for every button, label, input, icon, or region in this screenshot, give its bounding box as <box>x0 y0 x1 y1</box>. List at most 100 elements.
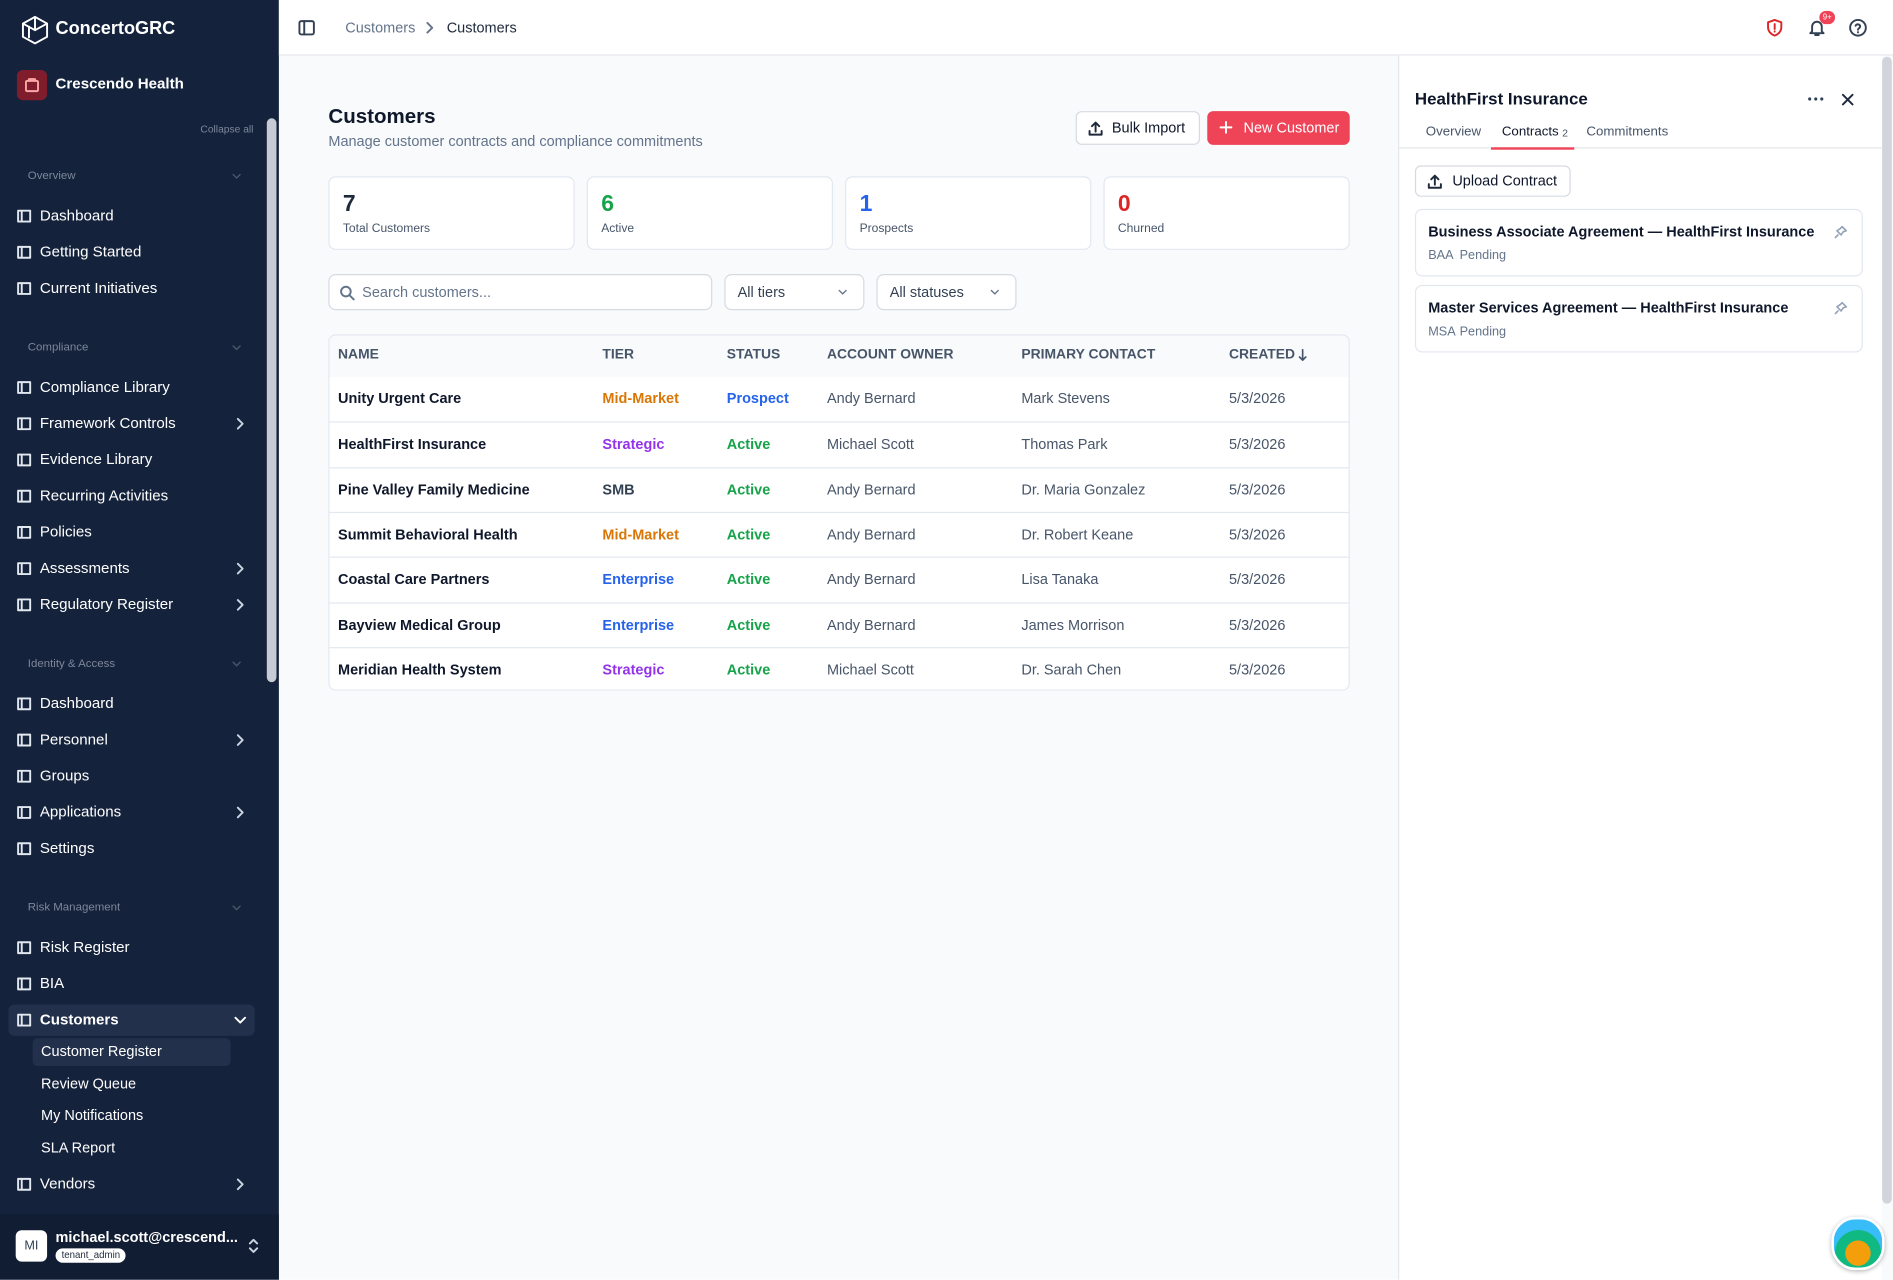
table-row[interactable]: Pine Valley Family Medicine SMB Active Andy… <box>329 466 1349 512</box>
nav-item[interactable]: Framework Controls <box>39 414 176 432</box>
button-label: New Customer <box>1243 119 1340 137</box>
nav-icon <box>17 1013 32 1027</box>
table-row[interactable]: Summit Behavioral Health Mid-Market Active… <box>329 511 1349 557</box>
nav-item[interactable]: Policies <box>39 523 92 541</box>
nav-item[interactable]: Dashboard <box>39 694 114 712</box>
column-header[interactable]: CREATED <box>1229 347 1296 363</box>
cell-contact: Dr. Robert Keane <box>1021 526 1134 543</box>
nav-item[interactable]: Evidence Library <box>39 450 153 468</box>
nav-icon <box>17 245 32 259</box>
tab-count: 2 <box>1562 126 1568 139</box>
user-footer[interactable]: MI michael.scott@crescend... tenant_admi… <box>0 1214 279 1280</box>
pin-icon <box>1834 225 1848 239</box>
nav-item[interactable]: Settings <box>39 839 95 857</box>
user-avatar: MI <box>15 1230 48 1262</box>
nav-section-title[interactable]: Identity & Access <box>27 657 116 671</box>
nav-item[interactable]: Personnel <box>39 731 108 748</box>
contract-title: Business Associate Agreement — HealthFir… <box>1428 223 1815 241</box>
tab[interactable]: Contracts 2 <box>1490 121 1575 150</box>
tab-label: Contracts <box>1501 124 1559 140</box>
nav-item[interactable]: BIA <box>39 974 65 992</box>
nav-section-title[interactable]: Compliance <box>27 340 89 355</box>
nav-item[interactable]: Regulatory Register <box>39 595 174 613</box>
org-name[interactable]: Crescendo Health <box>55 75 184 93</box>
upload-icon <box>1427 174 1442 189</box>
nav-section-title[interactable]: Risk Management <box>27 900 121 915</box>
assistant-button[interactable] <box>1831 1216 1885 1271</box>
close-icon[interactable] <box>1841 93 1854 106</box>
nav-item[interactable]: Applications <box>39 803 122 821</box>
contract-status: Pending <box>1459 248 1507 263</box>
column-header[interactable]: TIER <box>602 347 635 363</box>
column-header[interactable]: PRIMARY CONTACT <box>1021 347 1156 363</box>
search-icon <box>340 285 355 301</box>
user-email: michael.scott@crescend... <box>55 1228 238 1246</box>
stat-value: 7 <box>342 191 356 217</box>
nav-item[interactable]: Customers <box>39 1011 119 1028</box>
nav-icon <box>17 1177 32 1191</box>
cell-owner: Michael Scott <box>826 435 914 453</box>
cell-owner: Andy Bernard <box>826 389 916 407</box>
table-row[interactable]: Bayview Medical Group Enterprise Active And… <box>329 601 1349 647</box>
nav-item[interactable]: Recurring Activities <box>39 487 169 505</box>
bulk-import-button[interactable]: Bulk Import <box>1075 111 1201 145</box>
upload-contract-button[interactable]: Upload Contract <box>1414 165 1571 197</box>
contract-card[interactable]: Business Associate Agreement — HealthFir… <box>1414 208 1863 277</box>
filter-label: All tiers <box>737 283 786 301</box>
notifications-icon[interactable] <box>1807 18 1826 37</box>
nav-subitem[interactable]: Customer Register <box>41 1042 162 1060</box>
nav-section-title[interactable]: Overview <box>27 169 76 183</box>
nav-item[interactable]: Vendors <box>39 1175 96 1192</box>
tab[interactable]: Commitments <box>1575 121 1668 148</box>
nav-item[interactable]: Groups <box>39 767 90 785</box>
cell-created: 5/3/2026 <box>1229 480 1286 498</box>
table-row[interactable]: Coastal Care Partners Enterprise Active And… <box>329 556 1349 602</box>
table-row[interactable]: Unity Urgent Care Mid-Market Prospect Andy … <box>329 376 1349 422</box>
nav-chevron <box>236 806 244 819</box>
cell-contact: Mark Stevens <box>1021 389 1110 407</box>
more-icon[interactable] <box>1807 93 1824 105</box>
search-box[interactable]: Search customers... <box>328 274 713 311</box>
nav-item[interactable]: Assessments <box>39 559 130 577</box>
button-label: Bulk Import <box>1111 119 1186 137</box>
brand-name: ConcertoGRC <box>55 18 176 39</box>
nav-subitem[interactable]: My Notifications <box>41 1107 144 1125</box>
filter-select[interactable]: All statuses <box>876 274 1017 311</box>
tab-label: Overview <box>1425 124 1482 140</box>
nav-item[interactable]: Dashboard <box>39 207 114 224</box>
nav-subitem[interactable]: Review Queue <box>41 1075 137 1092</box>
collapse-all[interactable]: Collapse all <box>200 123 254 136</box>
nav-icon <box>17 941 32 955</box>
breadcrumb-separator <box>426 21 434 34</box>
nav-subitem[interactable]: SLA Report <box>41 1139 116 1157</box>
nav-item[interactable]: Getting Started <box>39 243 142 261</box>
nav-chevron <box>236 417 244 430</box>
nav-item[interactable]: Risk Register <box>39 938 130 956</box>
cell-name: HealthFirst Insurance <box>338 435 487 453</box>
help-icon[interactable] <box>1848 18 1867 37</box>
cell-name: Unity Urgent Care <box>338 389 462 407</box>
org-glyph <box>24 78 39 93</box>
stat-card: 7 Total Customers <box>328 176 575 250</box>
nav-icon <box>17 417 32 431</box>
column-header[interactable]: ACCOUNT OWNER <box>826 347 954 363</box>
panel-title: HealthFirst Insurance <box>1414 88 1588 109</box>
cell-name: Summit Behavioral Health <box>338 526 518 543</box>
nav-item[interactable]: Current Initiatives <box>39 279 158 297</box>
stat-card: 1 Prospects <box>845 176 1092 250</box>
table-row[interactable]: Meridian Health System Strategic Active Mic… <box>329 646 1349 690</box>
sidebar-toggle[interactable] <box>298 19 315 36</box>
security-icon[interactable] <box>1765 18 1784 37</box>
breadcrumb[interactable]: Customers <box>345 19 416 36</box>
new-customer-button[interactable]: New Customer <box>1207 111 1350 145</box>
cell-contact: James Morrison <box>1021 616 1125 633</box>
cell-name: Meridian Health System <box>338 661 502 679</box>
filter-select[interactable]: All tiers <box>724 274 865 311</box>
nav-item[interactable]: Compliance Library <box>39 378 170 396</box>
column-header[interactable]: NAME <box>338 347 379 363</box>
cell-status: Active <box>726 480 771 498</box>
contract-card[interactable]: Master Services Agreement — HealthFirst … <box>1414 284 1863 353</box>
column-header[interactable]: STATUS <box>726 347 781 363</box>
table-row[interactable]: HealthFirst Insurance Strategic Active Mich… <box>329 421 1349 467</box>
tab[interactable]: Overview <box>1415 121 1500 148</box>
